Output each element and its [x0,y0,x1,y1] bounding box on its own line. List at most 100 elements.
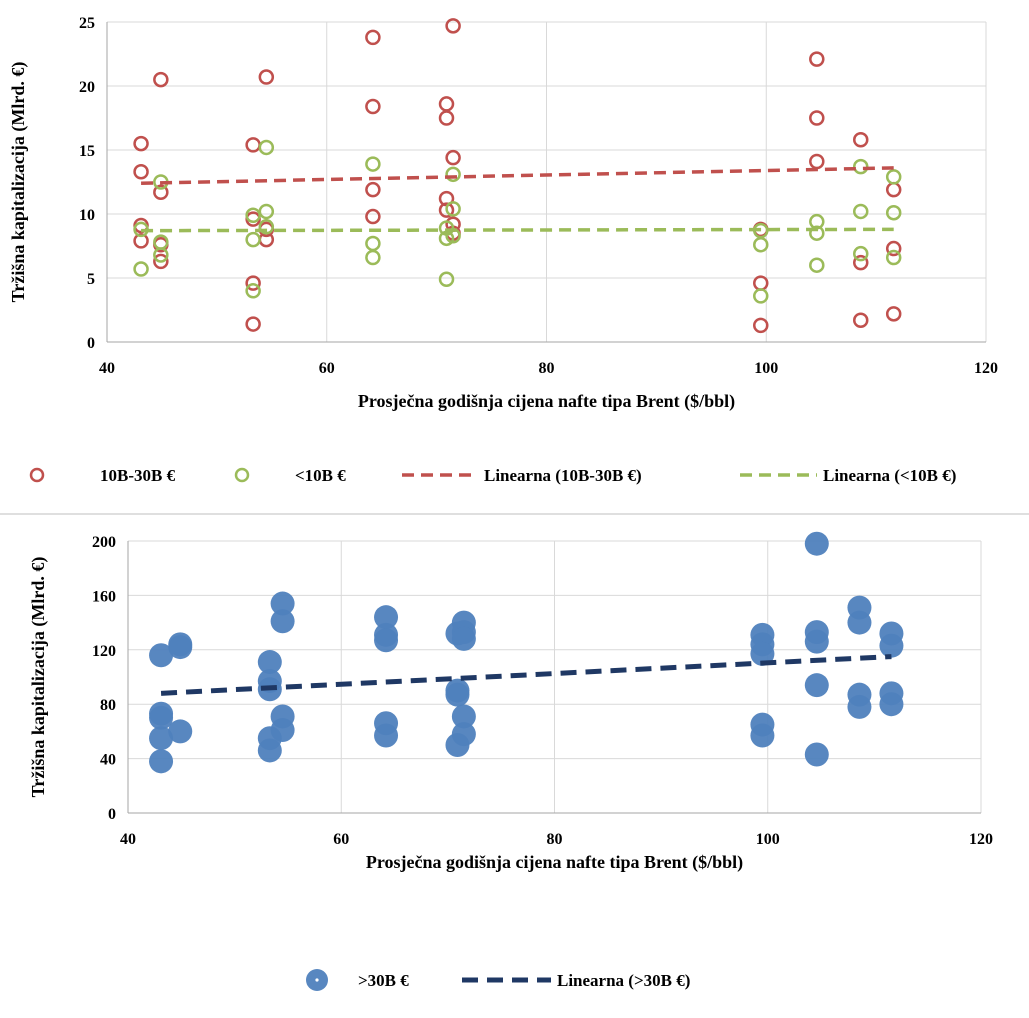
legend-label: Linearna (>30B €) [557,971,690,990]
data-point [852,203,869,220]
data-point [245,283,261,299]
data-point [365,29,381,46]
data-point [374,605,399,630]
data-point [438,96,455,112]
data-point [885,181,902,198]
data-point [168,635,193,660]
data-point [245,137,261,153]
data-point [852,132,869,148]
y-tick-label: 120 [92,643,116,660]
trendline [141,166,894,186]
x-tick-label: 40 [120,831,136,848]
legend-marker [234,467,250,483]
data-point [445,166,461,183]
legend-item: >30B € [306,969,409,991]
data-point [270,609,295,634]
chart-1: 0 5 10 15 20 25 40 60 80 100 120 Prosječna godišnja… [8,15,998,485]
data-point [852,312,869,328]
data-point [750,641,775,666]
data-point [153,71,169,88]
y-tick-label: 40 [100,752,116,769]
data-point [257,738,282,763]
data-point [374,723,399,748]
x-tick-label: 100 [754,360,778,377]
x-tick-label: 60 [319,360,335,377]
trendline [160,654,892,696]
series-1 [149,531,904,774]
legend-label: >30B € [358,971,409,990]
data-point [245,316,261,332]
data-point [245,231,261,248]
data-point [885,249,902,266]
data-point [153,184,169,200]
legend-item: <10B € [234,466,346,485]
legend: 10B-30B € <10B € Linearna (10B-30B €) Linea… [29,466,956,485]
data-point [809,51,825,67]
y-tick-label: 25 [79,15,95,32]
data-point [809,257,825,273]
data-point [885,204,902,221]
y-tick-label: 200 [92,534,116,551]
data-point [879,692,904,717]
legend-label: Linearna (<10B €) [823,466,956,485]
data-point [445,18,461,34]
data-point [149,643,174,668]
data-point [133,135,149,152]
data-point [153,253,169,270]
legend-label: 10B-30B € [100,466,176,485]
y-tick-label: 0 [87,335,95,352]
data-point [809,110,825,126]
y-axis-title: Tržišna kapitalizacija (Mlrd. €) [8,62,29,303]
legend-marker [29,467,45,483]
data-point [365,181,381,198]
y-tick-label: 20 [79,79,95,96]
data-point [149,726,174,751]
data-point [852,158,869,175]
y-tick-label: 5 [87,271,95,288]
data-point [852,254,869,271]
data-point [365,249,381,266]
x-tick-label: 60 [333,831,349,848]
legend-item: Linearna (>30B €) [462,971,690,990]
data-point [258,69,275,85]
data-point [753,275,769,291]
data-point [750,723,775,748]
data-point [445,149,461,166]
data-point [885,169,902,185]
data-point [809,153,825,170]
data-point [852,245,869,262]
data-point [885,306,902,322]
legend-marker-dot [315,978,319,982]
data-point [168,719,193,744]
data-point [804,531,829,556]
data-point [847,610,872,635]
data-point [804,742,829,767]
x-tick-label: 120 [974,360,998,377]
y-tick-label: 80 [100,697,116,714]
legend-item: Linearna (<10B €) [740,466,956,485]
data-point [133,261,149,277]
data-point [804,673,829,698]
data-point [149,705,174,730]
x-tick-label: 40 [99,360,115,377]
data-point [258,203,275,220]
legend-label: <10B € [295,466,346,485]
x-tick-label: 80 [547,831,563,848]
data-point [365,156,381,172]
data-point [365,98,381,115]
data-point [804,629,829,654]
legend-item: 10B-30B € [29,466,176,485]
y-tick-label: 160 [92,588,116,605]
data-point [753,236,769,253]
data-point [753,317,769,334]
data-point [438,202,455,218]
data-point [847,694,872,719]
data-point [438,271,455,288]
data-point [149,749,174,774]
x-tick-label: 100 [756,831,780,848]
data-point [753,288,769,304]
data-point [445,682,470,707]
data-point [153,247,169,263]
